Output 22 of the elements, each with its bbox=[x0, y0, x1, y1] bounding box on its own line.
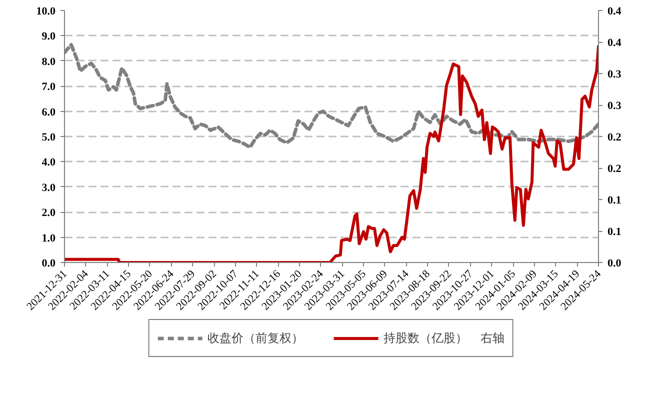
y-tick-label: 0.0 bbox=[42, 258, 56, 270]
y-tick-label: 4.0 bbox=[42, 156, 56, 169]
y-tick-label: 9.0 bbox=[42, 30, 56, 43]
y-tick-label: 3.0 bbox=[42, 182, 56, 194]
y-tick-label: 1.0 bbox=[42, 232, 56, 244]
y2-tick-label: 0.1 bbox=[608, 194, 622, 206]
y2-tick-label: 0.4 bbox=[608, 6, 622, 18]
legend-label: 持股数（亿股） 右轴 bbox=[383, 330, 505, 346]
legend-label: 收盘价（前复权） bbox=[207, 330, 304, 346]
y2-tick-label: 0.2 bbox=[608, 132, 622, 144]
y-tick-label: 5.0 bbox=[42, 132, 56, 144]
y-tick-label: 2.0 bbox=[42, 207, 56, 220]
y2-tick-label: 0.3 bbox=[608, 100, 622, 112]
y-tick-label: 10.0 bbox=[36, 6, 56, 18]
y-tick-label: 8.0 bbox=[42, 56, 56, 68]
y2-tick-label: 0.1 bbox=[608, 226, 622, 238]
y2-tick-label: 0.3 bbox=[608, 68, 622, 80]
y-tick-label: 6.0 bbox=[42, 106, 56, 118]
y2-tick-label: 0.2 bbox=[608, 163, 622, 175]
y2-tick-label: 0.4 bbox=[608, 37, 622, 49]
y-tick-label: 7.0 bbox=[42, 81, 56, 94]
y2-tick-label: 0.0 bbox=[608, 258, 622, 270]
